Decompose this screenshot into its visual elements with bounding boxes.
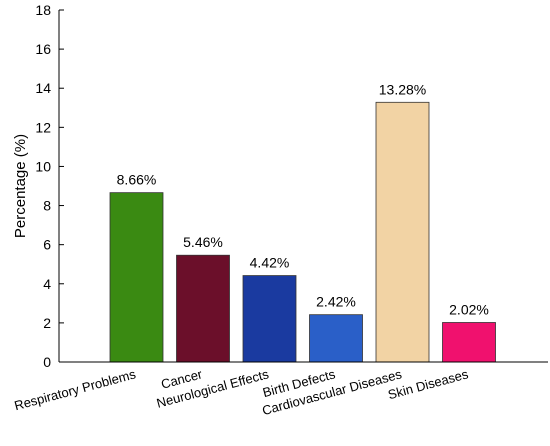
y-tick-label: 18 bbox=[35, 2, 51, 18]
y-tick-label: 12 bbox=[35, 119, 51, 135]
y-tick-label: 2 bbox=[43, 315, 51, 331]
axes-group bbox=[58, 10, 548, 363]
y-axis-title: Percentage (%) bbox=[12, 134, 29, 238]
y-ticks-group: 0 2 4 6 8 10 12 14 16 18 bbox=[35, 2, 64, 370]
bar-value-label: 2.42% bbox=[316, 294, 356, 310]
bar-value-label: 2.02% bbox=[449, 301, 489, 317]
bar bbox=[442, 322, 496, 363]
bar-value-label: 4.42% bbox=[250, 255, 290, 271]
bar-value-label: 13.28% bbox=[379, 81, 426, 97]
value-labels-group: 8.66% 5.46% 4.42% 2.42% 13.28% 2.02% bbox=[117, 81, 489, 317]
bar bbox=[242, 275, 297, 363]
bar bbox=[176, 254, 230, 363]
bar bbox=[109, 192, 164, 363]
bar-value-label: 8.66% bbox=[117, 172, 157, 188]
bars-group bbox=[109, 101, 496, 363]
x-category-label: Respiratory Problems bbox=[13, 366, 138, 413]
y-tick-label: 8 bbox=[43, 198, 51, 214]
y-tick-label: 10 bbox=[35, 158, 51, 174]
bar bbox=[375, 101, 430, 363]
y-tick-label: 0 bbox=[43, 354, 51, 370]
y-tick-label: 6 bbox=[43, 237, 51, 253]
y-tick-label: 14 bbox=[35, 80, 51, 96]
y-tick-label: 16 bbox=[35, 41, 51, 57]
y-tick-label: 4 bbox=[43, 276, 51, 292]
bar bbox=[309, 314, 363, 363]
bar-value-label: 5.46% bbox=[183, 234, 223, 250]
